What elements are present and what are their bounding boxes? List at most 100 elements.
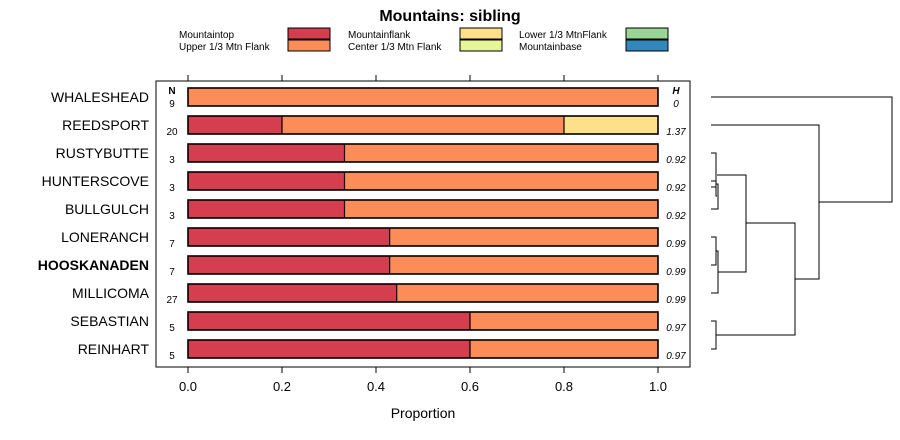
chart-title: Mountains: sibling xyxy=(379,8,520,25)
h-label-bullgulch: 0.92 xyxy=(666,211,686,222)
bar-segment-sebastian-upper-1-3-mtn-flank xyxy=(470,312,658,330)
bar-segment-reedsport-mountaintop xyxy=(188,116,282,134)
dendrogram-link xyxy=(711,320,717,350)
bar-segment-millicoma-upper-1-3-mtn-flank xyxy=(396,284,658,302)
legend-swatch-lower-1-3-mtnflank xyxy=(625,27,669,40)
x-tick-label-2: 0.4 xyxy=(367,379,385,394)
dendrogram xyxy=(711,96,893,350)
category-label-reedsport: REEDSPORT xyxy=(62,117,149,133)
bar-segment-hunterscove-mountaintop xyxy=(188,172,345,190)
bar-outline-bullgulch xyxy=(187,199,659,219)
x-tick-label-4: 0.8 xyxy=(555,379,573,394)
bar-outline-whaleshead xyxy=(187,87,659,107)
x-tick-label-5: 1.0 xyxy=(649,379,667,394)
h-label-hooskanaden: 0.99 xyxy=(666,267,686,278)
x-axis-label: Proportion xyxy=(391,405,456,421)
h-label-hunterscove: 0.92 xyxy=(666,183,686,194)
legend-label-mountainflank: Mountainflank xyxy=(348,30,411,41)
dendrogram-link xyxy=(717,174,747,273)
bar-segment-bullgulch-upper-1-3-mtn-flank xyxy=(344,200,658,218)
bar-segment-reedsport-mountainflank xyxy=(564,116,658,134)
legend-swatch-mountainbase xyxy=(625,39,669,52)
legend-swatch-upper-1-3-mtn-flank xyxy=(287,39,331,52)
bar-segment-rustybutte-mountaintop xyxy=(188,144,345,162)
n-label-whaleshead: 9 xyxy=(169,99,175,110)
h-column-header: H xyxy=(672,86,680,97)
legend-swatch-mountaintop xyxy=(287,27,331,40)
legend-label-center-1-3-mtn-flank: Center 1/3 Mtn Flank xyxy=(348,42,442,53)
legend-label-mountaintop: Mountaintop xyxy=(179,30,234,41)
legend-label-lower-1-3-mtnflank: Lower 1/3 MtnFlank xyxy=(519,30,608,41)
category-label-whaleshead: WHALESHEAD xyxy=(51,89,149,105)
bar-segment-reinhart-upper-1-3-mtn-flank xyxy=(470,340,658,358)
h-label-sebastian: 0.97 xyxy=(666,323,686,334)
category-label-reinhart: REINHART xyxy=(78,341,150,357)
n-label-millicoma: 27 xyxy=(166,295,178,306)
legend-swatch-mountainflank xyxy=(459,27,503,40)
bar-segment-sebastian-mountaintop xyxy=(188,312,470,330)
bar-segment-reedsport-upper-1-3-mtn-flank xyxy=(282,116,564,134)
h-label-whaleshead: 0 xyxy=(673,99,679,110)
dendrogram-link xyxy=(711,236,717,266)
dendrogram-link xyxy=(711,183,719,210)
h-label-rustybutte: 0.92 xyxy=(666,155,686,166)
category-label-sebastian: SEBASTIAN xyxy=(70,313,149,329)
category-label-bullgulch: BULLGULCH xyxy=(65,201,149,217)
bar-outline-reedsport xyxy=(187,115,659,135)
bar-outline-reinhart xyxy=(187,339,659,359)
dendrogram-link xyxy=(711,180,717,188)
category-label-hooskanaden: HOOSKANADEN xyxy=(38,257,149,273)
plot-frame xyxy=(155,80,691,368)
bar-outline-loneranch xyxy=(187,227,659,247)
category-label-loneranch: LONERANCH xyxy=(61,229,149,245)
category-label-hunterscove: HUNTERSCOVE xyxy=(42,173,149,189)
bar-segment-millicoma-mountaintop xyxy=(188,284,397,302)
n-label-reedsport: 20 xyxy=(166,127,178,138)
n-label-rustybutte: 3 xyxy=(169,155,175,166)
bar-outline-hunterscove xyxy=(187,171,659,191)
bar-segment-hunterscove-upper-1-3-mtn-flank xyxy=(344,172,658,190)
category-labels: WHALESHEAD REEDSPORT RUSTYBUTTE HUNTERSCOVE… xyxy=(38,89,150,357)
x-tick-label-3: 0.6 xyxy=(461,379,479,394)
x-tick-label-1: 0.2 xyxy=(273,379,291,394)
legend-swatch-center-1-3-mtn-flank xyxy=(459,39,503,52)
legend-label-upper-1-3-mtn-flank: Upper 1/3 Mtn Flank xyxy=(179,42,271,53)
n-label-reinhart: 5 xyxy=(169,351,175,362)
n-label-hunterscove: 3 xyxy=(169,183,175,194)
n-label-sebastian: 5 xyxy=(169,323,175,334)
bar-segment-reinhart-mountaintop xyxy=(188,340,470,358)
bar-outline-sebastian xyxy=(187,311,659,331)
dendrogram-link xyxy=(716,222,796,336)
dendrogram-link xyxy=(711,250,719,294)
h-label-loneranch: 0.99 xyxy=(666,239,686,250)
n-column-header: N xyxy=(168,86,175,97)
bar-segment-whaleshead-upper-1-3-mtn-flank xyxy=(188,88,658,106)
n-label-loneranch: 7 xyxy=(169,239,175,250)
bar-outline-hooskanaden xyxy=(187,255,659,275)
x-axis: 0.0 0.2 0.4 0.6 0.8 1.0 xyxy=(179,75,667,394)
dendrogram-link xyxy=(711,152,717,197)
dendrogram-link xyxy=(711,96,893,203)
bar-segment-hooskanaden-upper-1-3-mtn-flank xyxy=(389,256,658,274)
dendrogram-link xyxy=(711,124,820,280)
h-label-reedsport: 1.37 xyxy=(666,127,686,138)
n-label-bullgulch: 3 xyxy=(169,211,175,222)
h-label-reinhart: 0.97 xyxy=(666,351,686,362)
h-labels: 0 1.37 0.92 0.92 0.92 0.99 0.99 0.99 0.97 0.97 xyxy=(666,99,686,362)
h-label-millicoma: 0.99 xyxy=(666,295,686,306)
bar-segment-loneranch-mountaintop xyxy=(188,228,390,246)
bars-group xyxy=(187,87,659,359)
n-label-hooskanaden: 7 xyxy=(169,267,175,278)
bar-outline-rustybutte xyxy=(187,143,659,163)
category-label-millicoma: MILLICOMA xyxy=(72,285,150,301)
x-tick-label-0: 0.0 xyxy=(179,379,197,394)
bar-segment-bullgulch-mountaintop xyxy=(188,200,345,218)
bar-segment-hooskanaden-mountaintop xyxy=(188,256,390,274)
n-labels: 9 20 3 3 3 7 7 27 5 5 xyxy=(166,99,178,362)
category-label-rustybutte: RUSTYBUTTE xyxy=(56,145,149,161)
legend-label-mountainbase: Mountainbase xyxy=(519,42,582,53)
bar-segment-rustybutte-upper-1-3-mtn-flank xyxy=(344,144,658,162)
bar-segment-loneranch-upper-1-3-mtn-flank xyxy=(389,228,658,246)
